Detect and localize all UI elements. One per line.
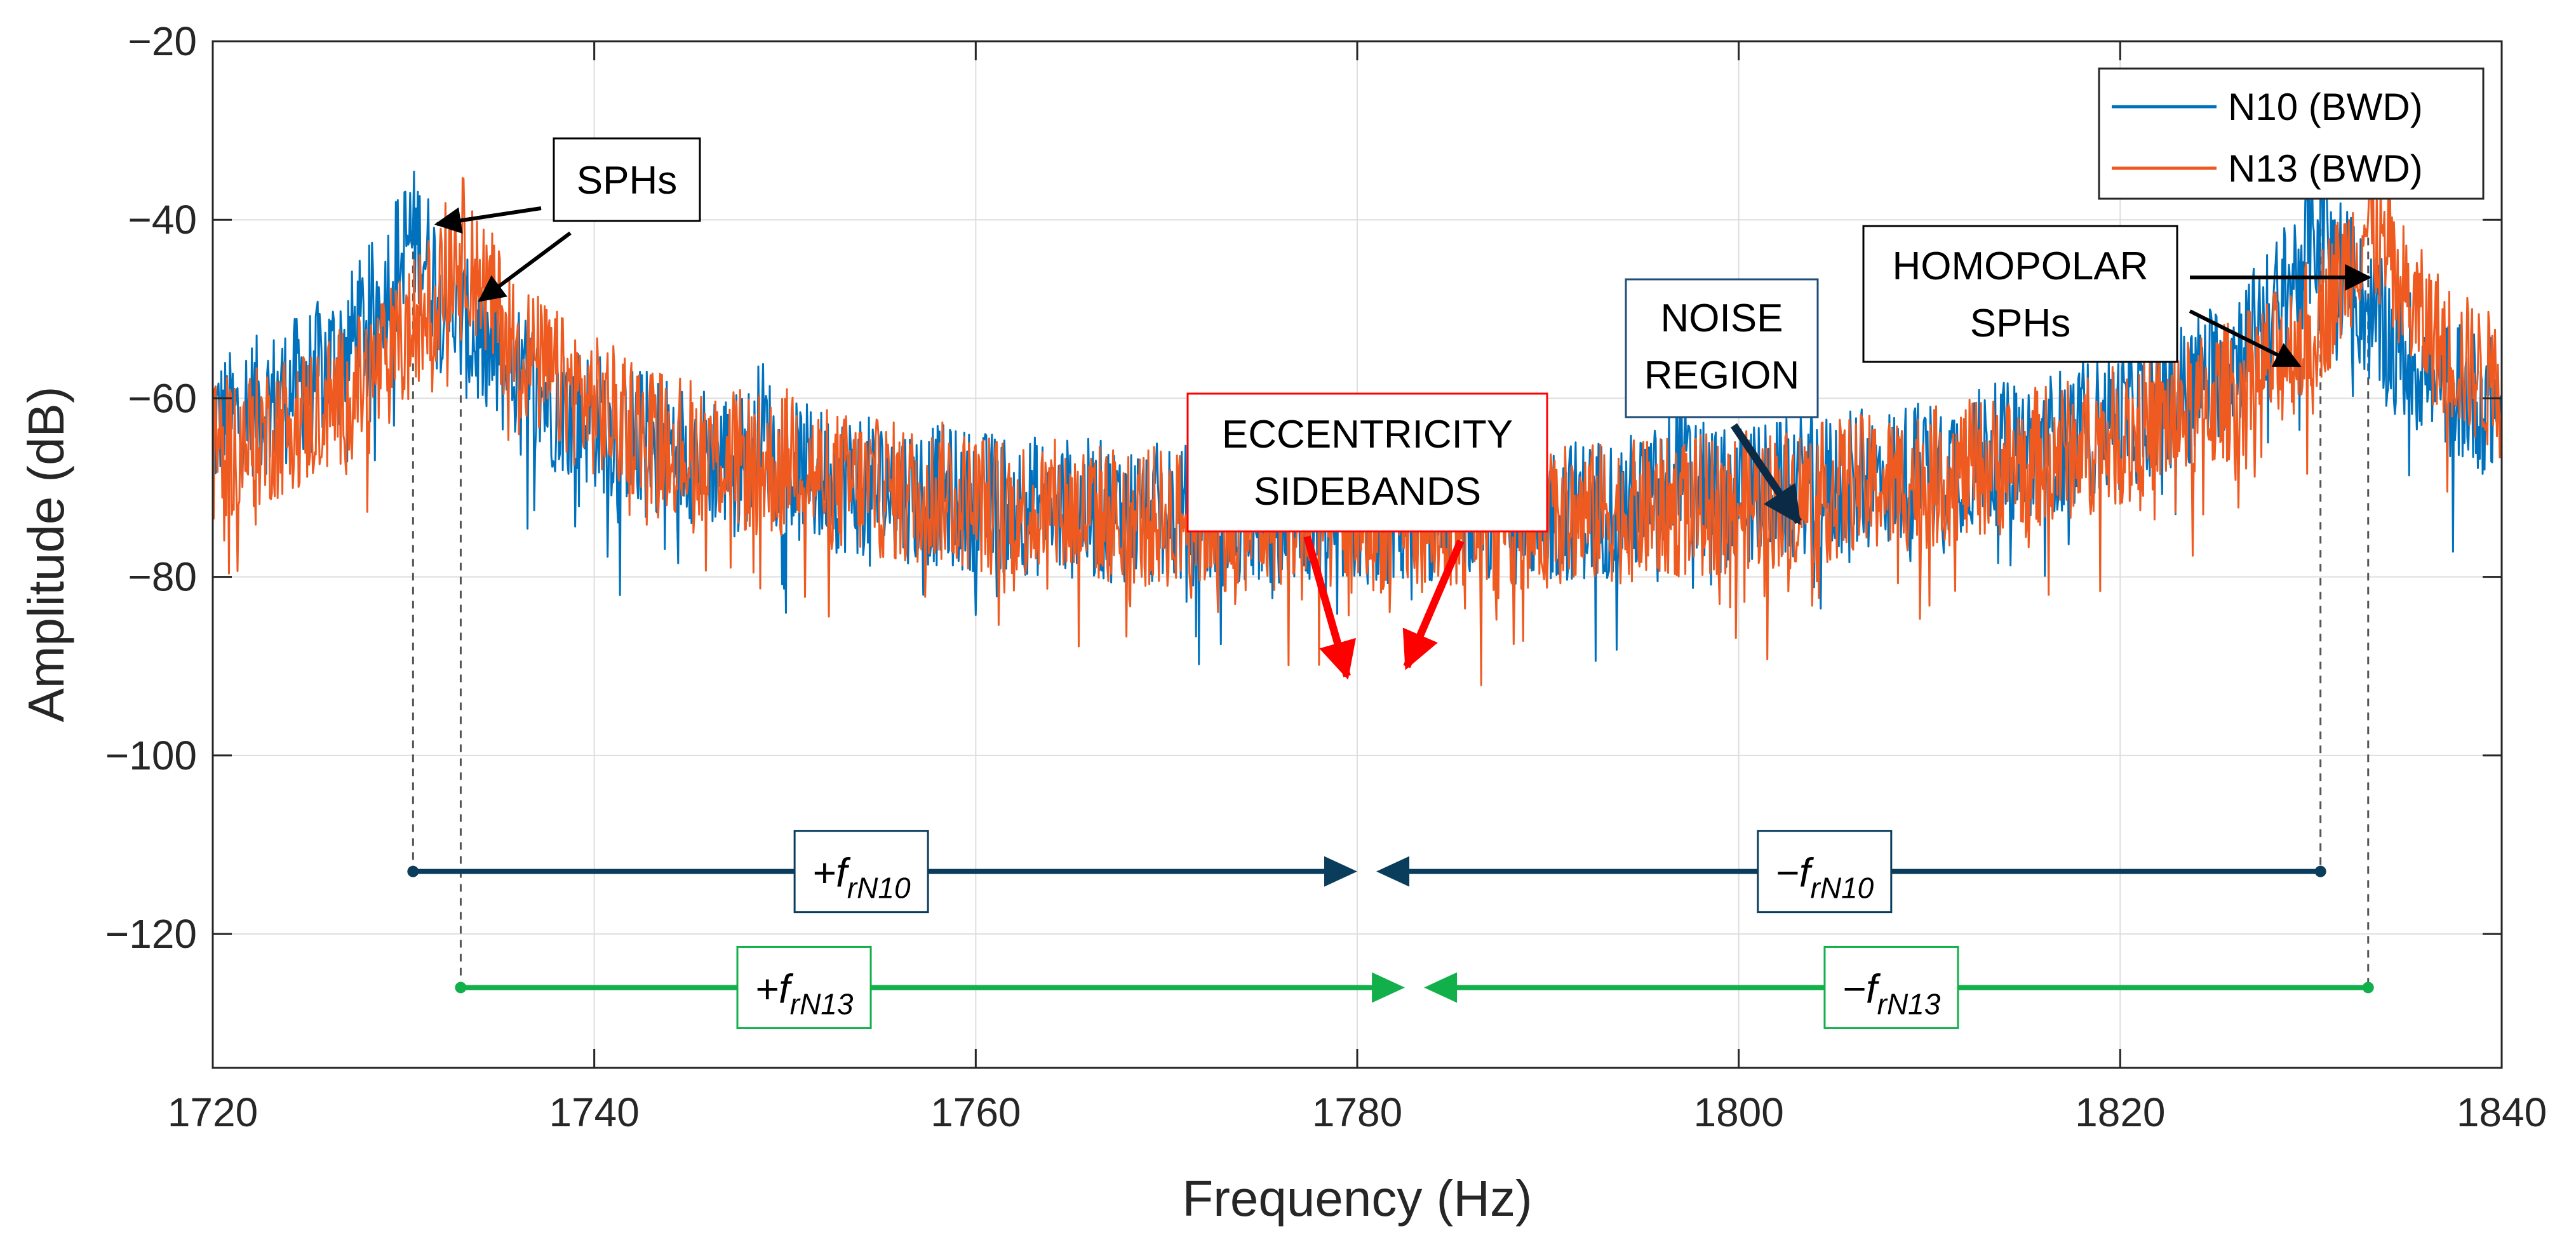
peak-guide-lines (412, 229, 2370, 988)
span-arrowhead (1372, 972, 1405, 1003)
annotation-eccentricity-box (1186, 392, 1548, 533)
legend-box (2098, 67, 2485, 200)
span-arrowhead (1376, 856, 1410, 887)
span-label-box (1757, 830, 1893, 914)
annotation-homopolar-line1: HOMOPOLAR (1892, 244, 2148, 288)
span-label-box (793, 830, 929, 914)
annotation-sphs-text: SPHs (577, 159, 677, 203)
x-tick-label: 1720 (168, 1089, 258, 1135)
annotation-sphs-arrow-1 (434, 206, 542, 234)
span-label-box (736, 945, 872, 1029)
annotation-eccentricity: ECCENTRICITY SIDEBANDS (1186, 392, 1548, 680)
span-label-box (1823, 945, 1959, 1029)
annotation-homopolar-box (1862, 225, 2178, 363)
tick-labels: 1720 1740 1760 1780 1800 1820 1840 −120 −100 −80 −… (105, 18, 2547, 1135)
annotation-eccentricity-arrow-1 (1303, 535, 1356, 680)
annotation-eccentricity-line1: ECCENTRICITY (1222, 413, 1513, 456)
annotation-homopolar-arrow-2 (2189, 309, 2302, 368)
y-tick-label: −60 (128, 375, 197, 421)
annotation-noise-line1: NOISE (1661, 296, 1783, 340)
span-start-dot (2362, 982, 2374, 994)
x-tick-label: 1740 (549, 1089, 639, 1135)
span-start-dot (407, 865, 419, 877)
annotation-eccentricity-line2: SIDEBANDS (1254, 470, 1481, 514)
span-start-dot (455, 982, 467, 994)
legend-label-n10: N10 (BWD) (2228, 86, 2423, 128)
annotation-homopolar: HOMOPOLAR SPHs (1862, 225, 2372, 368)
annotation-noise-box (1625, 278, 1819, 418)
annotation-noise-arrow (1731, 423, 1802, 525)
span-arrowhead (1424, 972, 1458, 1003)
annotation-sphs-arrow-2 (478, 231, 572, 302)
x-tick-label: 1780 (1312, 1089, 1402, 1135)
annotation-homopolar-line2: SPHs (1970, 302, 2070, 345)
y-tick-label: −80 (128, 554, 197, 600)
legend-label-n13: N13 (BWD) (2228, 147, 2423, 190)
span-label: +frN10 (812, 850, 911, 905)
rotor-frequency-spans: +frN10 −frN10 +frN13 −frN13 (407, 830, 2374, 1029)
annotation-noise-region: NOISE REGION (1625, 278, 1819, 525)
legend: N10 (BWD) N13 (BWD) (2098, 67, 2485, 200)
axis-ticks (211, 40, 2503, 1068)
x-tick-label: 1800 (1693, 1089, 1783, 1135)
span-start-dot (2314, 865, 2326, 877)
span-label: +frN13 (755, 966, 854, 1020)
annotation-sphs: SPHs (434, 137, 701, 302)
span-arrowhead (1324, 856, 1357, 887)
annotation-sphs-box (553, 137, 701, 222)
x-tick-label: 1820 (2075, 1089, 2165, 1135)
y-tick-label: −120 (105, 911, 197, 957)
span-label: −frN13 (1842, 966, 1940, 1020)
span-label: −frN10 (1775, 850, 1874, 905)
y-tick-label: −20 (128, 18, 197, 64)
x-axis-label: Frequency (Hz) (1182, 1170, 1532, 1227)
annotation-noise-line2: REGION (1644, 354, 1800, 397)
x-tick-label: 1840 (2457, 1089, 2547, 1135)
x-tick-label: 1760 (930, 1089, 1021, 1135)
y-tick-label: −40 (128, 197, 197, 243)
y-axis-label: Amplitude (dB) (18, 386, 74, 722)
annotation-eccentricity-arrow-2 (1402, 539, 1465, 670)
y-tick-label: −100 (105, 733, 197, 778)
